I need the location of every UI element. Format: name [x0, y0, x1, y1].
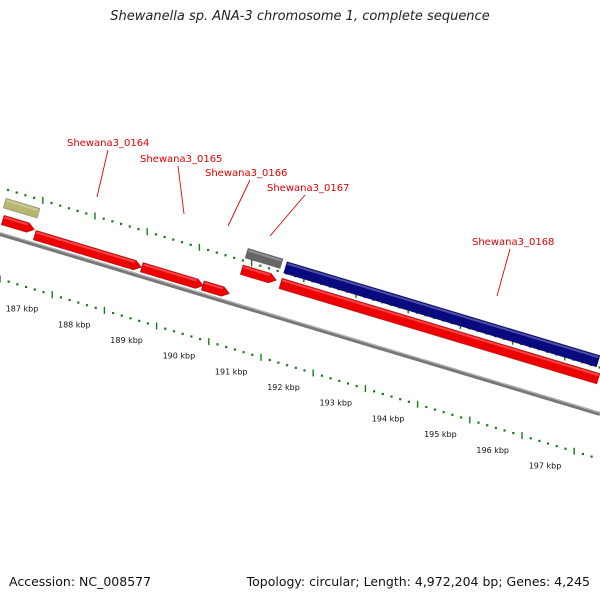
label-layer: 187 kbp 188 kbp 189 kbp 190 kbp 191 kbp 192 k… — [6, 138, 562, 471]
topology-text: Topology: circular; Length: 4,972,204 bp… — [246, 574, 590, 589]
red-gene — [200, 280, 231, 297]
kbp-label: 189 kbp — [110, 336, 143, 345]
gene-label: Shewana3_0164 — [67, 138, 149, 149]
red-gene-body — [278, 277, 600, 385]
kbp-label: 196 kbp — [476, 446, 509, 455]
kbp-label: 188 kbp — [58, 320, 91, 329]
gray-gene-body — [244, 248, 284, 269]
leader-line — [177, 165, 185, 215]
kbp-label: 192 kbp — [267, 383, 300, 392]
red-gene-shine — [36, 231, 136, 263]
red-gene — [278, 277, 600, 385]
leader-line — [269, 194, 306, 237]
red-gene-shine — [243, 266, 271, 276]
red-gene-body — [0, 214, 36, 233]
backbone-line — [0, 232, 600, 416]
gray-gene — [244, 248, 284, 269]
blue-gene-shine — [287, 262, 599, 359]
gene-label: Shewana3_0168 — [472, 237, 554, 248]
leader-line — [96, 149, 109, 198]
leader-line — [227, 179, 251, 227]
map-title: Shewanella sp. ANA-3 chromosome 1, compl… — [110, 9, 490, 24]
gene-label: Shewana3_0166 — [205, 168, 287, 179]
red-gene — [239, 264, 278, 284]
label-leader-lines — [96, 149, 511, 297]
red-gene-body — [139, 262, 205, 289]
leader-line — [496, 248, 511, 297]
red-gene — [32, 229, 143, 271]
backbone-highlight — [0, 232, 600, 414]
red-gene-body — [239, 264, 278, 284]
red-gene-body — [32, 229, 143, 271]
red-gene-shine — [204, 281, 224, 290]
backbone-layer — [0, 232, 600, 416]
gene-label: Shewana3_0165 — [140, 154, 222, 165]
kbp-label: 187 kbp — [6, 305, 39, 314]
kbp-label: 190 kbp — [163, 352, 196, 361]
red-gene-shine — [4, 216, 29, 226]
kbp-label: 197 kbp — [529, 462, 562, 471]
gene-track — [0, 197, 600, 385]
kbp-label: 191 kbp — [215, 367, 248, 376]
kbp-label: 194 kbp — [372, 414, 405, 423]
olive-gene — [2, 197, 41, 219]
olive-gene-body — [2, 197, 41, 219]
accession-text: Accession: NC_008577 — [9, 574, 152, 589]
lower-tick-track — [0, 275, 593, 458]
blue-gene — [283, 261, 600, 368]
gray-gene-shine — [248, 249, 282, 262]
red-gene-body — [200, 280, 231, 297]
blue-gene-body — [283, 261, 600, 368]
red-gene-shine — [282, 279, 599, 377]
olive-gene-shine — [6, 199, 39, 212]
gene-label: Shewana3_0167 — [267, 183, 349, 194]
kbp-label: 193 kbp — [319, 399, 352, 408]
red-gene — [139, 262, 205, 289]
red-gene-shine — [143, 263, 198, 282]
red-gene — [0, 214, 36, 233]
kbp-label: 195 kbp — [424, 430, 457, 439]
